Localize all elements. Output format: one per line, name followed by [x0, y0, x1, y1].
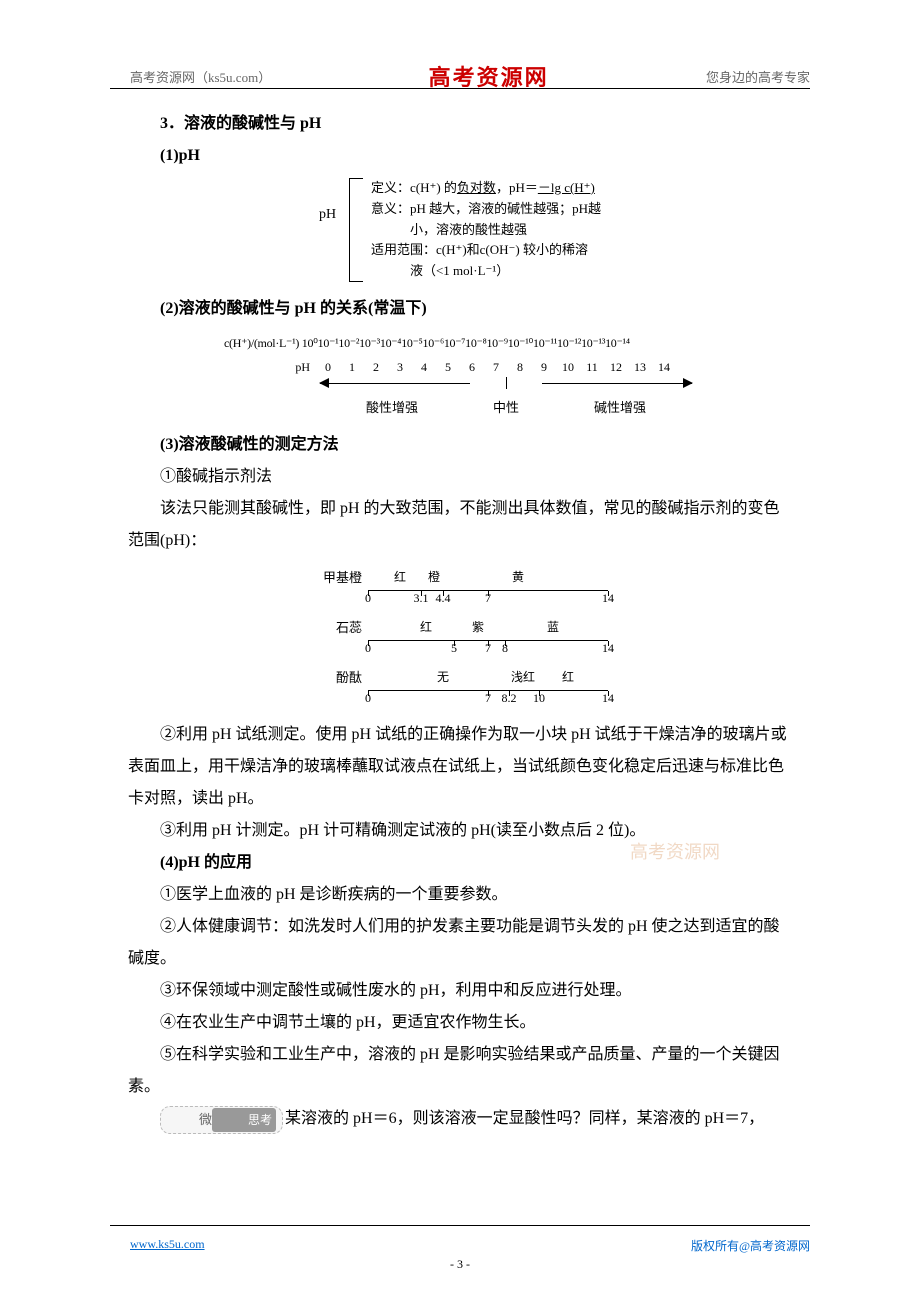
base-label: 碱性增强 — [594, 395, 646, 421]
indicator-row: 酚酞078.21014无浅红红 — [312, 663, 608, 691]
arrow-right — [542, 383, 692, 384]
color-label: 红 — [394, 565, 406, 589]
scale-value: 5 — [436, 355, 460, 379]
scale-value: 3 — [388, 355, 412, 379]
app-4: ④在农业生产中调节土壤的 pH，更适宜农作物生长。 — [128, 1007, 792, 1039]
method-2: ②利用 pH 试纸测定。使用 pH 试纸的正确操作为取一小块 pH 试纸于干燥洁… — [128, 719, 792, 815]
tick-label: 7 — [485, 636, 491, 660]
bracket-row-2b: 小，溶液的酸性越强 — [371, 220, 601, 241]
color-label: 蓝 — [547, 615, 559, 639]
arrow-left — [320, 383, 470, 384]
app-3: ③环保领域中测定酸性或碱性废水的 pH，利用中和反应进行处理。 — [128, 975, 792, 1007]
header-right: 您身边的高考专家 — [706, 67, 810, 86]
color-label: 橙 — [428, 565, 440, 589]
tick-center — [506, 377, 507, 389]
sub-3: (3)溶液酸碱性的测定方法 — [128, 429, 792, 461]
scale-value: 7 — [484, 355, 508, 379]
tick-label: 10 — [533, 686, 545, 710]
ph-scale-diagram: c(H⁺)/(mol·L⁻¹) 10⁰10⁻¹10⁻²10⁻³10⁻⁴10⁻⁵1… — [128, 331, 792, 423]
scale-value: 8 — [508, 355, 532, 379]
tick-label: 14 — [602, 686, 614, 710]
scale-value: 10 — [556, 355, 580, 379]
color-label: 浅红 — [511, 665, 535, 689]
scale-value: 6 — [460, 355, 484, 379]
method-3: ③利用 pH 计测定。pH 计可精确测定试液的 pH(读至小数点后 2 位)。 — [128, 815, 792, 847]
scale-value: 2 — [364, 355, 388, 379]
method-1-body: 该法只能测其酸碱性，即 pH 的大致范围，不能测出具体数值，常见的酸碱指示剂的变… — [128, 493, 792, 557]
color-label: 无 — [437, 665, 449, 689]
page-number: - 3 - — [0, 1257, 920, 1272]
scale-value: 11 — [580, 355, 604, 379]
tick-label: 14 — [602, 586, 614, 610]
app-1: ①医学上血液的 pH 是诊断疾病的一个重要参数。 — [128, 879, 792, 911]
footer-rule — [110, 1225, 810, 1226]
method-1-title: ①酸碱指示剂法 — [128, 461, 792, 493]
footer-right: 版权所有@高考资源网 — [691, 1237, 810, 1254]
footer-left[interactable]: www.ks5u.com — [130, 1237, 205, 1254]
tick-label: 7 — [485, 686, 491, 710]
ph-bracket-diagram: pH 定义：c(H⁺) 的负对数，pH＝－lg c(H⁺) 意义：pH 越大，溶… — [128, 178, 792, 287]
document-body: 3．溶液的酸碱性与 pH (1)pH pH 定义：c(H⁺) 的负对数，pH＝－… — [128, 108, 792, 1135]
header-left: 高考资源网（ks5u.com） — [130, 67, 271, 86]
tick-label: 14 — [602, 636, 614, 660]
indicator-name: 酚酞 — [312, 665, 368, 691]
scale-arrows: 酸性增强 中性 碱性增强 — [316, 383, 696, 423]
tick-label: 3.1 — [414, 586, 429, 610]
app-5: ⑤在科学实验和工业生产中，溶液的 pH 是影响实验结果或产品质量、产量的一个关键… — [128, 1039, 792, 1103]
scale-value: 9 — [532, 355, 556, 379]
page-footer: www.ks5u.com 版权所有@高考资源网 — [0, 1237, 920, 1254]
sub-1: (1)pH — [128, 140, 792, 172]
bracket-row-3: 适用范围：c(H⁺)和c(OH⁻) 较小的稀溶 — [371, 240, 601, 261]
indicator-name: 石蕊 — [312, 615, 368, 641]
scale-value: 12 — [604, 355, 628, 379]
scale-value: 0 — [316, 355, 340, 379]
tick-label: 7 — [485, 586, 491, 610]
indicator-diagram: 甲基橙03.14.4714红橙黄石蕊057814红紫蓝酚酞078.21014无浅… — [128, 563, 792, 713]
indicator-name: 甲基橙 — [312, 565, 368, 591]
header-rule — [110, 88, 810, 89]
neutral-label: 中性 — [493, 395, 519, 421]
tick-label: 5 — [451, 636, 457, 660]
scale-value: 14 — [652, 355, 676, 379]
indicator-row: 甲基橙03.14.4714红橙黄 — [312, 563, 608, 591]
app-2: ②人体健康调节：如洗发时人们用的护发素主要功能是调节头发的 pH 使之达到适宜的… — [128, 911, 792, 975]
tick-label: 0 — [365, 686, 371, 710]
section-3-title: 3．溶液的酸碱性与 pH — [128, 108, 792, 140]
scale-ph-row: pH01234567891011121314 — [224, 355, 696, 379]
tick-label: 8.2 — [502, 686, 517, 710]
tick-label: 0 — [365, 586, 371, 610]
scale-value: 13 — [628, 355, 652, 379]
sub-2: (2)溶液的酸碱性与 pH 的关系(常温下) — [128, 293, 792, 325]
bracket-row-1: 定义：c(H⁺) 的负对数，pH＝－lg c(H⁺) — [371, 178, 601, 199]
indicator-axis: 03.14.4714红橙黄 — [368, 563, 608, 591]
color-label: 黄 — [512, 565, 524, 589]
scale-value: 1 — [340, 355, 364, 379]
indicator-row: 石蕊057814红紫蓝 — [312, 613, 608, 641]
acid-label: 酸性增强 — [366, 395, 418, 421]
sikao-line: 微思考 某溶液的 pH＝6，则该溶液一定显酸性吗？同样，某溶液的 pH＝7， — [128, 1103, 792, 1135]
tick-label: 4.4 — [436, 586, 451, 610]
sikao-badge: 微思考 — [160, 1106, 283, 1134]
sikao-text: 某溶液的 pH＝6，则该溶液一定显酸性吗？同样，某溶液的 pH＝7， — [285, 1110, 764, 1127]
indicator-axis: 078.21014无浅红红 — [368, 663, 608, 691]
bracket-row-3b: 液（<1 mol·L⁻¹） — [371, 261, 601, 282]
scale-value: 4 — [412, 355, 436, 379]
color-label: 红 — [562, 665, 574, 689]
tick-label: 0 — [365, 636, 371, 660]
bracket-shape — [349, 178, 363, 282]
scale-concentration-row: c(H⁺)/(mol·L⁻¹) 10⁰10⁻¹10⁻²10⁻³10⁻⁴10⁻⁵1… — [224, 331, 696, 355]
color-label: 红 — [420, 615, 432, 639]
indicator-axis: 057814红紫蓝 — [368, 613, 608, 641]
bracket-row-2: 意义：pH 越大，溶液的碱性越强；pH越 — [371, 199, 601, 220]
color-label: 紫 — [472, 615, 484, 639]
ph-bracket-label: pH — [319, 204, 336, 226]
sub-4: (4)pH 的应用 — [128, 847, 792, 879]
tick-label: 8 — [502, 636, 508, 660]
